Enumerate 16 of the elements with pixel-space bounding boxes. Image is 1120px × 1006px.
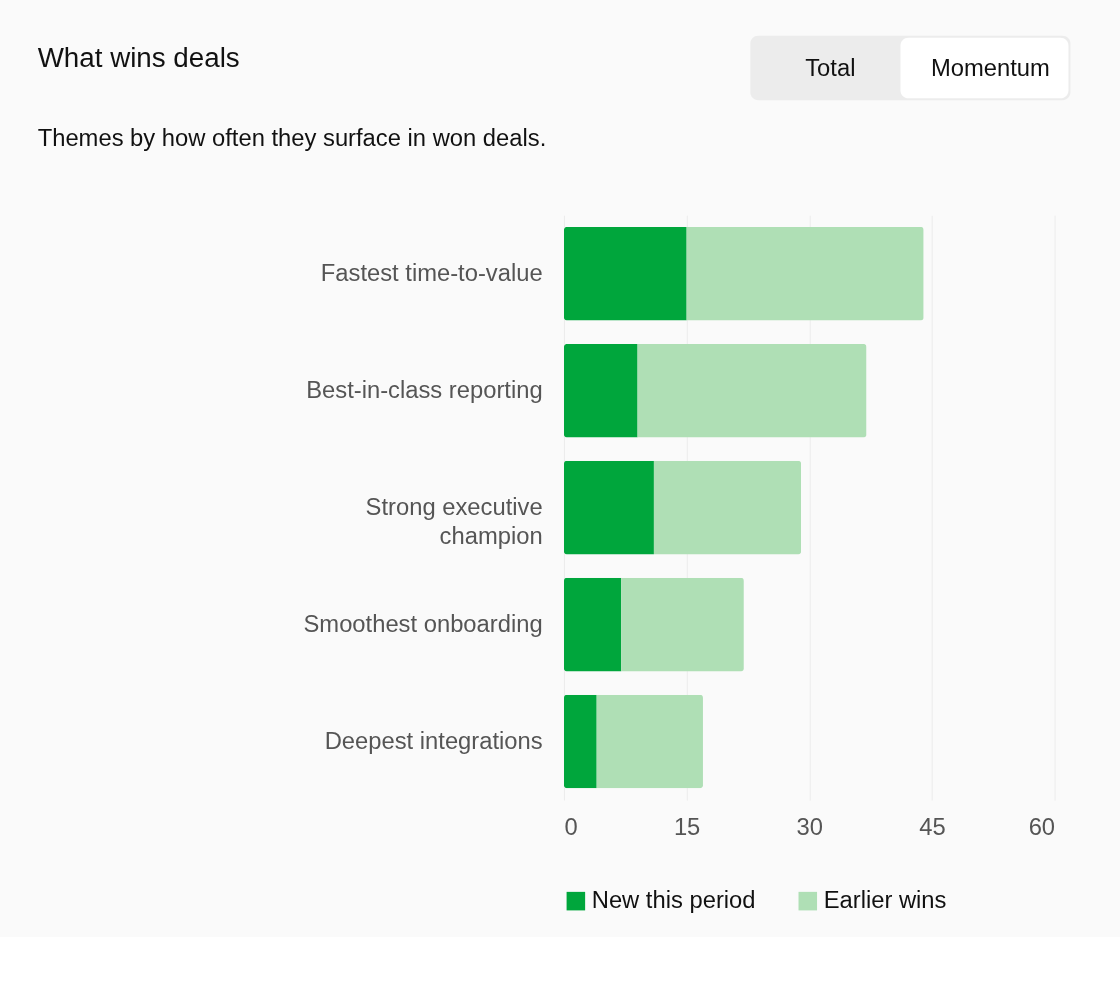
y-tick-label: Deepest integrations (324, 726, 543, 754)
x-tick-label: 0 (564, 813, 578, 841)
legend-label: Earlier wins (823, 886, 947, 914)
legend-label: New this period (591, 886, 756, 914)
y-tick-label: Fastest time-to-value (320, 258, 543, 286)
x-tick-label: 60 (1028, 813, 1056, 841)
x-tick-label: 30 (796, 813, 823, 841)
y-tick-label: Strong executive champion (365, 492, 543, 550)
y-tick-label: Smoothest onboarding (303, 609, 543, 637)
text: Themes by how often they surface in won deals. (37, 123, 547, 151)
x-tick-label: 15 (673, 813, 701, 841)
text: Momentum (930, 53, 1050, 81)
x-tick-label: 45 (919, 813, 946, 841)
text: Total (805, 53, 856, 81)
text: What wins deals (37, 41, 240, 73)
y-tick-label: Best-in-class reporting (306, 375, 543, 403)
